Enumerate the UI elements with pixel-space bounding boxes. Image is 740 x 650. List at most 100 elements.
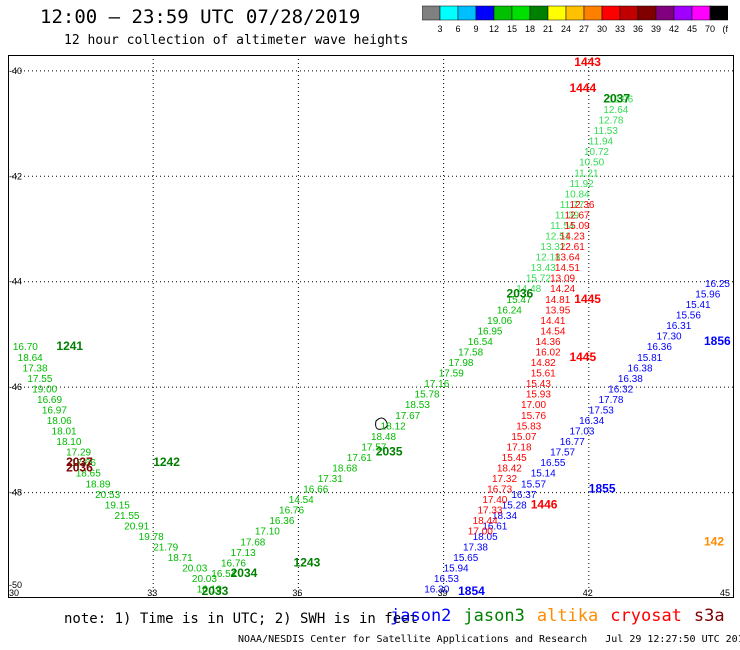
legend-swatch — [565, 5, 585, 21]
wave-height-label: 14.41 — [540, 316, 565, 327]
wave-height-label: 17.38 — [463, 543, 488, 554]
legend-swatch — [619, 5, 639, 21]
wave-height-label: 18.42 — [497, 463, 522, 474]
wave-height-label: 16.36 — [647, 342, 672, 353]
wave-height-label: 20.03 — [192, 574, 217, 585]
wave-height-label: 21.79 — [153, 543, 178, 554]
lon-tick-label: 42 — [583, 588, 593, 598]
wave-height-label: 17.33 — [477, 506, 502, 517]
wave-height-label: 17.00 — [521, 400, 546, 411]
pass-time-label: 2037 — [66, 455, 93, 469]
legend-label: 21 — [543, 24, 553, 34]
wave-height-label: 11.53 — [594, 126, 619, 137]
legend-label: 24 — [561, 24, 571, 34]
wave-height-label: 17.18 — [507, 442, 532, 453]
wave-height-label: 16.34 — [579, 416, 604, 427]
wave-height-label: 16.30 — [424, 585, 449, 596]
wave-height-label: 15.83 — [516, 421, 541, 432]
wave-height-label: 13.95 — [545, 305, 570, 316]
credit-line: NOAA/NESDIS Center for Satellite Applica… — [238, 634, 740, 645]
wave-height-label: 18.68 — [332, 463, 357, 474]
wave-height-label: 10.50 — [579, 158, 604, 169]
legend-swatch — [655, 5, 675, 21]
lon-tick-label: 39 — [438, 588, 448, 598]
wave-height-label: 11.94 — [589, 137, 614, 148]
wave-height-label: 14.82 — [531, 358, 556, 369]
lat-tick-label: -44 — [9, 277, 22, 287]
pass-time-label: 1854 — [458, 584, 485, 598]
wave-height-label: 13.09 — [550, 274, 575, 285]
wave-height-label: 16.38 — [618, 374, 643, 385]
lat-tick-label: -48 — [9, 488, 22, 498]
wave-height-label: 17.10 — [255, 527, 280, 538]
wave-height-label: 16.54 — [211, 569, 236, 580]
wave-height-label: 16.76 — [279, 506, 304, 517]
wave-height-label: 16.02 — [536, 347, 561, 358]
wave-height-label: 16.76 — [221, 558, 246, 569]
wave-height-label: 14.23 — [560, 232, 585, 243]
pass-time-label: 1443 — [574, 55, 601, 69]
wave-height-label: 13.64 — [555, 253, 580, 264]
wave-height-label: 14.48 — [516, 284, 541, 295]
legend-label: 70 — [705, 24, 715, 34]
wave-height-label: 11.77 — [560, 200, 585, 211]
pass-time-label: 1856 — [704, 334, 731, 348]
lon-tick-label: 33 — [147, 588, 157, 598]
wave-height-label: 17.59 — [439, 369, 464, 380]
wave-height-label: 12.18 — [536, 253, 561, 264]
legend-swatch — [493, 5, 513, 21]
wave-height-label: 11.92 — [569, 179, 594, 190]
wave-height-label: 15.09 — [565, 221, 590, 232]
legend-label: 45 — [687, 24, 697, 34]
wave-height-label: 17.66 — [71, 458, 96, 469]
wave-height-label: 19.15 — [105, 500, 130, 511]
wave-height-label: 16.54 — [468, 337, 493, 348]
wave-height-label: 20.53 — [95, 490, 120, 501]
legend-swatch — [691, 5, 711, 21]
wave-height-label: 11.21 — [574, 168, 599, 179]
wave-height-label: 13.32 — [540, 242, 565, 253]
wave-height-label: 18.44 — [473, 516, 498, 527]
wave-height-label: 14.24 — [550, 284, 575, 295]
wave-height-label: 17.58 — [458, 347, 483, 358]
pass-time-label: 1243 — [294, 555, 321, 569]
wave-height-label: 17.40 — [482, 495, 507, 506]
wave-height-label: 17.38 — [23, 363, 48, 374]
legend-label: 36 — [633, 24, 643, 34]
wave-height-label: 21.55 — [114, 511, 139, 522]
mission-legend-item: jason2 — [390, 606, 452, 626]
pass-time-label: 2034 — [231, 566, 258, 580]
legend-swatch — [673, 5, 693, 21]
pass-time-label: 2035 — [376, 445, 403, 459]
wave-height-label: 16.61 — [482, 521, 507, 532]
wave-height-label: 18.71 — [168, 553, 193, 564]
wave-height-label: 17.57 — [550, 448, 575, 459]
legend-swatch — [475, 5, 495, 21]
legend-label: 39 — [651, 24, 661, 34]
wave-height-label: 17.29 — [66, 448, 91, 459]
wave-height-label: 18.65 — [76, 469, 101, 480]
lat-tick-label: -40 — [9, 66, 22, 76]
wave-height-label: 12.96 — [608, 94, 633, 105]
legend-swatch — [709, 5, 729, 21]
wave-height-label: 12.78 — [598, 116, 623, 127]
page-title: 12:00 — 23:59 UTC 07/28/2019 — [40, 6, 361, 28]
wave-height-label: 18.06 — [47, 416, 72, 427]
lat-tick-label: -50 — [9, 580, 22, 590]
wave-height-label: 20.03 — [182, 564, 207, 575]
wave-height-label: 19.00 — [32, 384, 57, 395]
wave-height-label: 18.64 — [18, 353, 43, 364]
pass-time-label: 1241 — [56, 339, 83, 353]
wave-height-label: 15.57 — [521, 479, 546, 490]
wave-height-label: 12.64 — [603, 105, 628, 116]
wave-height-label: 15.28 — [502, 500, 527, 511]
pass-time-label: 1855 — [589, 482, 616, 496]
wave-height-label: 12.61 — [560, 242, 585, 253]
wave-height-label: 17.68 — [240, 537, 265, 548]
pass-time-label: 2033 — [202, 584, 229, 598]
pass-time-label: 1242 — [153, 455, 180, 469]
wave-height-label: 16.77 — [560, 437, 585, 448]
wave-height-label: 16.73 — [487, 485, 512, 496]
pass-time-label: 2036 — [507, 287, 534, 301]
wave-height-label: 15.45 — [502, 453, 527, 464]
